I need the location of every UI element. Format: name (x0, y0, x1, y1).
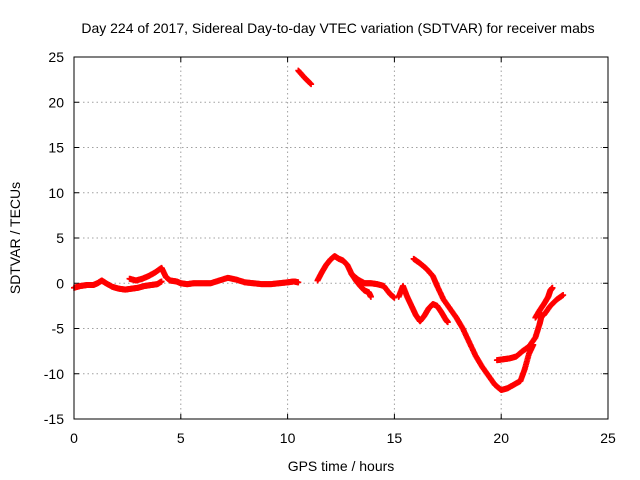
data-point (367, 293, 374, 300)
series-segment-10 (540, 292, 567, 318)
data-point (391, 294, 398, 301)
x-tick-label: 0 (70, 430, 78, 446)
data-series (71, 67, 567, 394)
series-segment-1 (71, 277, 165, 293)
y-tick-label: 15 (48, 140, 64, 156)
x-tick-label: 15 (387, 430, 403, 446)
y-tick-label: 0 (56, 275, 64, 291)
series-segment-8 (493, 311, 545, 364)
data-point (560, 292, 567, 299)
x-axis-ticks: 0 5 10 15 20 25 (70, 57, 616, 446)
y-tick-label: 5 (56, 230, 64, 246)
y-tick-label: 25 (48, 49, 64, 65)
y-axis-label: SDTVAR / TECUs (7, 182, 23, 294)
series-segment-9 (532, 284, 556, 321)
data-point (444, 319, 451, 326)
y-tick-label: 20 (48, 94, 64, 110)
data-point (295, 279, 302, 286)
plot-frame (73, 56, 609, 420)
series-segment-7 (410, 255, 537, 394)
y-axis-ticks: -15 -10 -5 0 5 10 15 20 25 (44, 49, 608, 427)
series-segment-5 (348, 271, 398, 301)
x-axis-label: GPS time / hours (288, 458, 395, 474)
x-tick-label: 5 (177, 430, 185, 446)
y-tick-label: -10 (44, 366, 64, 382)
data-point (158, 278, 165, 285)
series-segment-3 (295, 67, 315, 88)
x-tick-label: 20 (493, 430, 509, 446)
y-tick-label: -5 (52, 321, 65, 337)
series-segment-6 (395, 282, 451, 326)
data-point (308, 81, 315, 88)
chart-title: Day 224 of 2017, Sidereal Day-to-day VTE… (81, 20, 594, 36)
x-tick-label: 10 (280, 430, 296, 446)
series-segment-4 (314, 253, 374, 300)
x-tick-label: 25 (600, 430, 616, 446)
y-tick-label: 10 (48, 185, 64, 201)
data-point (549, 284, 556, 291)
series-segment-2 (126, 264, 302, 288)
y-tick-label: -15 (44, 411, 64, 427)
